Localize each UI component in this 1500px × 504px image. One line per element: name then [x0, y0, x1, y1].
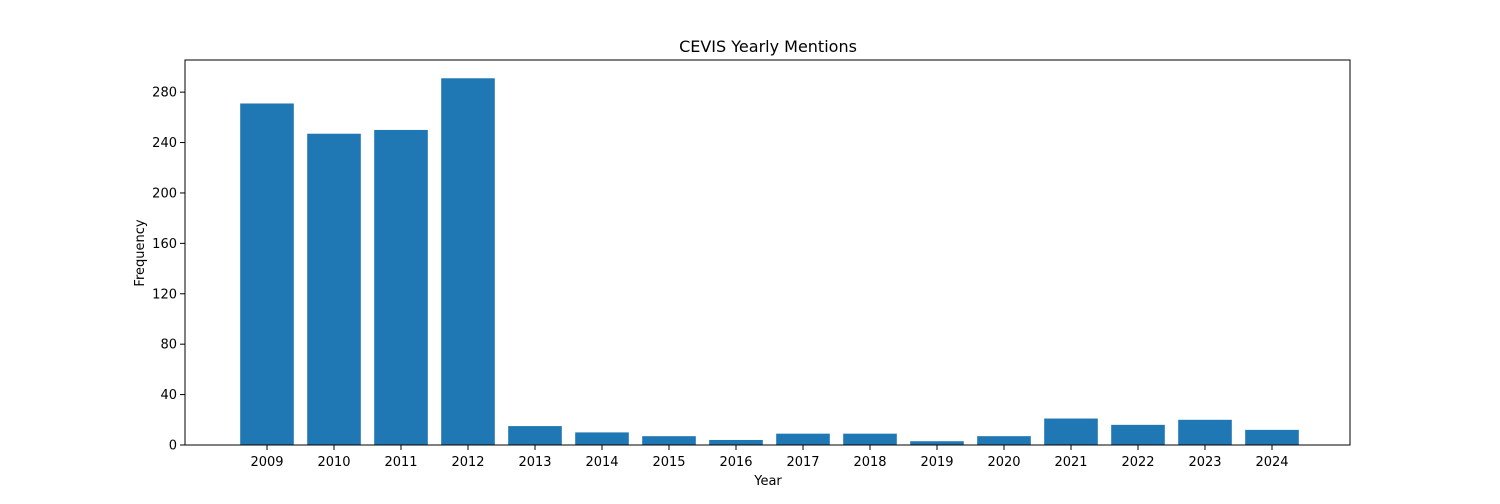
bar-2015: [642, 436, 696, 445]
y-tick-label-240: 240: [152, 136, 177, 151]
x-tick-label-2010: 2010: [317, 455, 350, 470]
y-tick-label-280: 280: [152, 86, 177, 101]
y-axis-ticks: 0 40 80 120 160 200 240 280: [152, 86, 185, 454]
x-tick-label-2016: 2016: [719, 455, 752, 470]
bar-2010: [307, 133, 361, 445]
y-tick-label-200: 200: [152, 186, 177, 201]
x-tick-label-2017: 2017: [786, 455, 819, 470]
x-tick-label-2022: 2022: [1121, 455, 1154, 470]
bar-2012: [441, 78, 495, 446]
bar-2009: [240, 103, 294, 445]
bar-2016: [709, 439, 763, 445]
x-tick-label-2019: 2019: [920, 455, 953, 470]
x-tick-label-2020: 2020: [987, 455, 1020, 470]
x-tick-label-2013: 2013: [518, 455, 551, 470]
bar-2014: [575, 432, 629, 445]
bars-group: [240, 78, 1299, 446]
plot-area-frame: [184, 59, 1351, 446]
y-axis-label: Frequency: [133, 219, 148, 286]
x-tick-label-2018: 2018: [853, 455, 886, 470]
x-tick-label-2023: 2023: [1188, 455, 1221, 470]
x-tick-label-2015: 2015: [652, 455, 685, 470]
x-tick-label-2014: 2014: [585, 455, 618, 470]
y-tick-label-0: 0: [169, 439, 177, 454]
bar-2011: [374, 129, 428, 445]
y-tick-label-160: 160: [152, 237, 177, 252]
chart-title: CEVIS Yearly Mentions: [679, 37, 857, 56]
x-tick-label-2009: 2009: [250, 455, 283, 470]
y-tick-label-120: 120: [152, 287, 177, 302]
bar-2022: [1111, 424, 1165, 445]
y-tick-label-80: 80: [160, 338, 177, 353]
bar-2024: [1245, 429, 1299, 445]
x-tick-label-2012: 2012: [451, 455, 484, 470]
bar-2021: [1044, 418, 1098, 445]
bar-2023: [1178, 419, 1232, 445]
x-axis-label: Year: [753, 474, 782, 489]
y-tick-label-40: 40: [160, 388, 177, 403]
x-tick-label-2024: 2024: [1255, 455, 1288, 470]
x-tick-label-2021: 2021: [1054, 455, 1087, 470]
bar-2018: [843, 433, 897, 445]
x-axis-ticks: 2009 2010 2011 2012 2013 2014 2015 2016 2017 2018…: [250, 445, 1289, 470]
bar-2017: [776, 433, 830, 445]
bar-2020: [977, 436, 1031, 445]
bar-2019: [910, 441, 964, 445]
x-tick-label-2011: 2011: [384, 455, 417, 470]
bar-2013: [508, 426, 562, 445]
